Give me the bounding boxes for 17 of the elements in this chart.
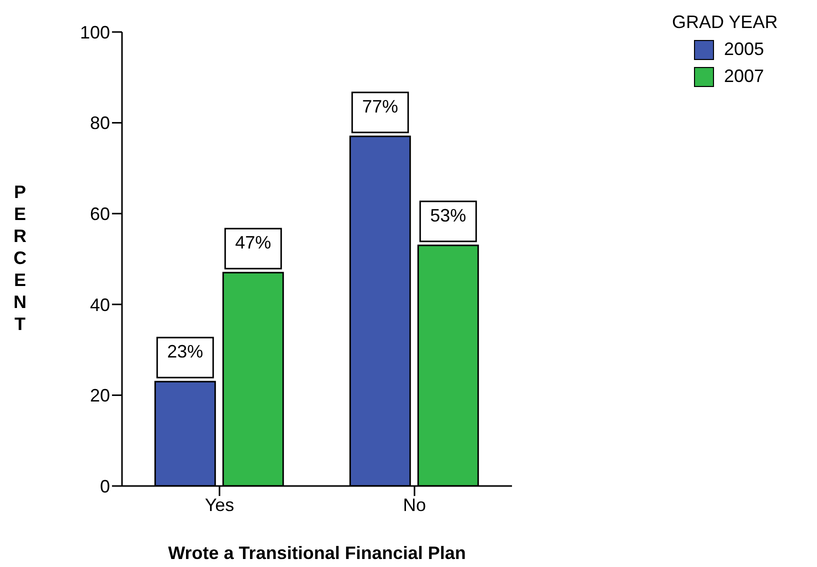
data-label: 53% <box>430 205 466 226</box>
data-label: 47% <box>235 232 272 253</box>
y-tick-label: 60 <box>90 204 110 224</box>
x-tick-label: No <box>402 494 426 515</box>
y-tick-label: 40 <box>90 294 110 315</box>
y-tick-label: 20 <box>90 386 110 406</box>
legend-title: GRAD YEAR <box>672 12 779 33</box>
data-label: 77% <box>362 96 398 116</box>
data-label: 23% <box>167 342 204 362</box>
x-axis-title: Wrote a Transitional Financial Plan <box>168 543 466 563</box>
y-tick-label: 80 <box>90 113 110 134</box>
x-tick-label: Yes <box>204 494 234 515</box>
y-tick-label: 0 <box>100 476 110 496</box>
legend-label: 2007 <box>724 66 764 87</box>
y-tick-label: 100 <box>80 22 110 42</box>
legend-label: 2005 <box>724 39 764 60</box>
y-axis-title: PERCENT <box>14 182 26 334</box>
